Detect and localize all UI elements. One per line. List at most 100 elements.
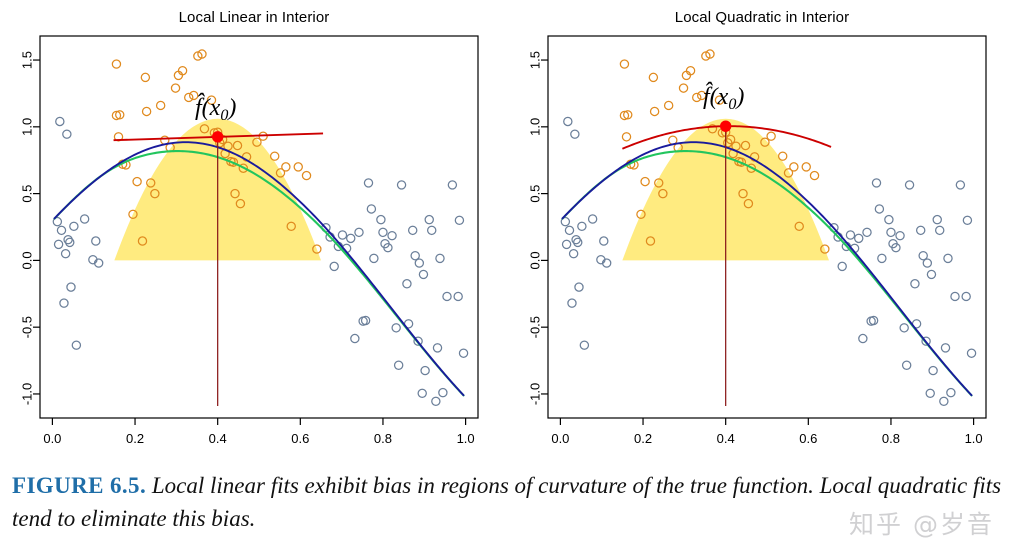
panel-local-linear: Local Linear in Interior 0.0 0.2 0.4 0.6 0.8… [0, 0, 508, 456]
data-point [366, 204, 377, 214]
data-point [940, 343, 951, 353]
data-point [369, 253, 379, 264]
panels-container: Local Linear in Interior 0.0 0.2 0.4 0.6 0.8… [0, 0, 1016, 456]
x-axis-tick-label: 0.2 [634, 431, 652, 446]
data-point [577, 221, 587, 232]
data-point [877, 253, 887, 264]
x-axis-tick-label: 0.2 [126, 431, 144, 446]
scatter-series [111, 49, 322, 254]
data-point [928, 365, 938, 376]
data-point [413, 336, 423, 346]
data-point [417, 388, 427, 399]
data-point [966, 348, 977, 358]
data-point [932, 214, 942, 225]
data-point [435, 253, 445, 264]
data-point [943, 253, 953, 264]
data-point [623, 110, 633, 120]
data-point [79, 214, 90, 224]
x-axis-tick-label: 0.6 [291, 431, 309, 446]
estimate-point [211, 131, 224, 143]
data-point [360, 315, 371, 326]
data-point [648, 72, 659, 83]
data-point [407, 225, 418, 236]
data-point [387, 230, 397, 241]
y-axis-tick-label: -1.0 [20, 383, 35, 405]
y-axis-tick-label: -0.5 [528, 316, 543, 338]
data-point [252, 137, 262, 147]
data-point [746, 163, 757, 173]
panel-local-quadratic: Local Quadratic in Interior 0.0 0.2 0.4 0.6… [508, 0, 1016, 456]
x-axis-tick-label: 0.4 [717, 431, 735, 446]
scatter-series [52, 116, 469, 407]
data-point [678, 83, 689, 93]
data-point [432, 343, 443, 353]
data-point [62, 129, 72, 139]
data-point [56, 225, 67, 236]
data-point [410, 250, 420, 261]
data-point [329, 261, 339, 272]
data-point [874, 204, 885, 214]
data-point [442, 291, 452, 302]
x-axis-tick-label: 1.0 [457, 431, 475, 446]
data-point [895, 230, 905, 241]
data-point [685, 66, 696, 76]
data-point [663, 100, 674, 111]
data-point [563, 116, 573, 127]
data-point [789, 162, 799, 172]
y-axis-tick-label: 1.0 [20, 118, 35, 136]
data-point [961, 291, 971, 302]
data-point [901, 360, 912, 370]
plot-local-quadratic: 0.0 0.2 0.4 0.6 0.8 1.0 1.5 1.0 0.5 0.0 -0.5 -1.0 f̂… [528, 35, 987, 446]
x-axis-tick-label: 0.0 [43, 431, 61, 446]
data-point [738, 188, 748, 199]
data-point [363, 178, 374, 188]
data-point [567, 298, 577, 308]
data-point [934, 225, 945, 236]
y-axis-tick-label: 1.5 [528, 51, 543, 69]
data-point [55, 116, 65, 127]
data-point [383, 242, 393, 253]
data-point [424, 214, 434, 225]
data-point [431, 396, 441, 407]
data-point [396, 180, 407, 190]
data-point [286, 221, 296, 232]
data-point [837, 261, 847, 272]
figure-caption-text: Local linear fits exhibit bias in region… [12, 473, 1002, 531]
data-point [862, 227, 872, 238]
x-axis-tick-label: 0.8 [374, 431, 392, 446]
data-point [705, 49, 715, 59]
data-point [568, 248, 579, 259]
data-point [197, 49, 207, 59]
data-point [621, 132, 632, 142]
true-function-curve [53, 141, 465, 397]
data-point [238, 163, 249, 173]
data-point [230, 188, 240, 199]
data-point [820, 244, 830, 254]
data-point [453, 291, 463, 302]
data-point [640, 176, 650, 187]
data-point [871, 178, 882, 188]
data-point [350, 333, 360, 344]
data-point [69, 221, 79, 232]
data-point [188, 90, 199, 101]
data-point [910, 279, 920, 289]
data-point [59, 298, 69, 308]
figure-caption: FIGURE 6.5. Local linear fits exhibit bi… [12, 470, 1007, 535]
data-point [232, 140, 243, 151]
y-axis-tick-label: 0.0 [528, 251, 543, 269]
data-point [918, 250, 928, 261]
data-point [801, 162, 811, 172]
data-point [921, 336, 931, 346]
data-point [955, 180, 966, 190]
data-point [132, 176, 142, 187]
data-point [845, 230, 856, 240]
data-point [111, 59, 122, 69]
figure-number: FIGURE 6.5. [12, 473, 147, 498]
data-point [184, 92, 194, 103]
data-point [337, 230, 348, 240]
data-point [301, 170, 312, 181]
data-point [346, 233, 356, 244]
data-point [854, 233, 864, 244]
data-point [743, 198, 754, 209]
